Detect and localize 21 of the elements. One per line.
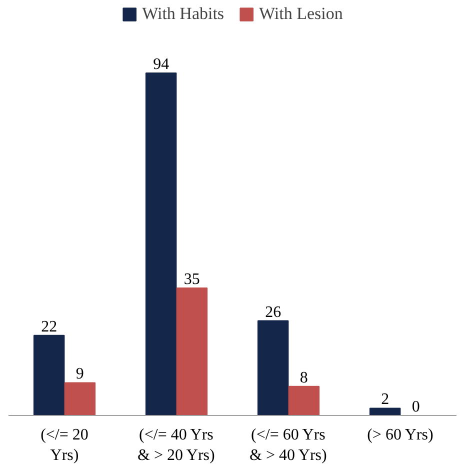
bar — [176, 287, 208, 416]
bar — [145, 72, 177, 416]
bar — [288, 386, 320, 416]
x-tick-label: (</= 60 Yrs & > 40 Yrs) — [250, 426, 327, 464]
x-tick-label: (</= 20 Yrs) — [40, 426, 88, 464]
legend-label: With Habits — [142, 4, 224, 24]
bar — [257, 320, 289, 416]
data-label: 26 — [265, 304, 282, 321]
bar — [369, 408, 401, 416]
data-label: 0 — [412, 398, 420, 416]
x-tick-label: (</= 40 Yrs & > 20 Yrs) — [138, 426, 215, 464]
data-label: 8 — [300, 369, 308, 386]
legend-label: With Lesion — [259, 4, 343, 24]
data-label: 35 — [184, 270, 200, 288]
bar — [64, 382, 96, 416]
data-label: 94 — [153, 56, 170, 73]
x-tick-label: (> 60 Yrs) — [367, 426, 434, 444]
data-label: 9 — [76, 366, 84, 383]
data-label: 2 — [381, 391, 390, 408]
data-label: 22 — [41, 318, 58, 336]
bar — [33, 334, 65, 416]
